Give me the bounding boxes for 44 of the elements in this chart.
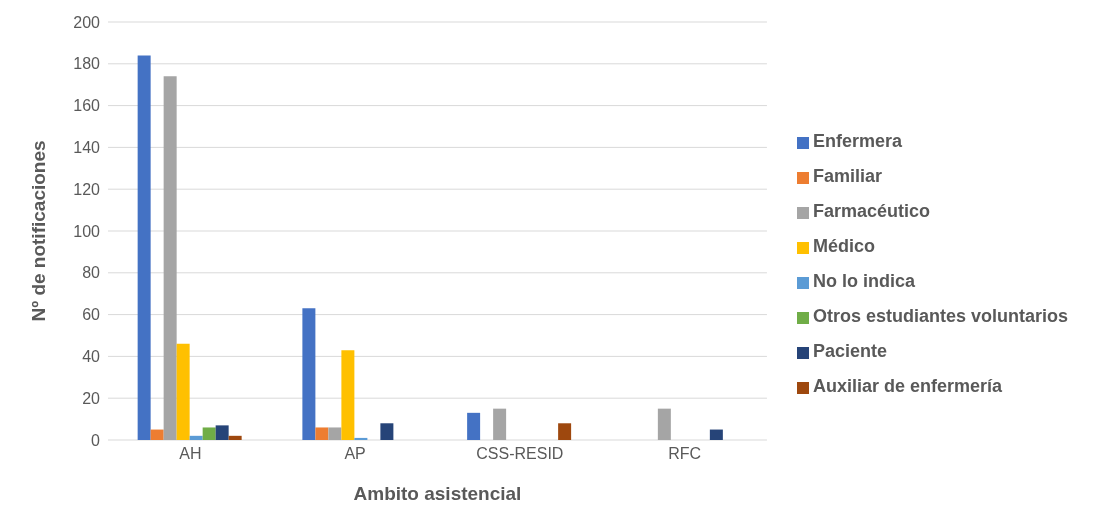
legend-label: Otros estudiantes voluntarios bbox=[812, 306, 1068, 326]
x-tick-label: AH bbox=[179, 445, 202, 463]
x-axis-title: Ambito asistencial bbox=[353, 483, 522, 504]
bar bbox=[315, 427, 329, 440]
bar bbox=[657, 408, 671, 440]
y-axis-title: Nº de notificaciones bbox=[27, 140, 49, 322]
y-tick-label: 120 bbox=[73, 180, 101, 198]
bar bbox=[493, 408, 507, 440]
legend-label: Auxiliar de enfermería bbox=[812, 376, 1003, 396]
y-tick-label: 40 bbox=[82, 348, 101, 366]
bar bbox=[328, 427, 342, 440]
legend-label: Médico bbox=[812, 236, 875, 256]
bar bbox=[380, 423, 394, 440]
legend-label: Enfermera bbox=[812, 131, 902, 151]
y-tick-label: 200 bbox=[73, 13, 101, 31]
legend-label: Paciente bbox=[812, 341, 887, 361]
bar bbox=[176, 343, 190, 440]
bar bbox=[302, 308, 316, 440]
y-tick-label: 140 bbox=[73, 139, 101, 157]
bar bbox=[228, 435, 242, 440]
bar bbox=[202, 427, 216, 440]
bar bbox=[467, 412, 481, 440]
y-tick-label: 100 bbox=[73, 222, 101, 240]
bar bbox=[341, 350, 355, 440]
y-tick-label: 0 bbox=[91, 431, 101, 449]
y-tick-label: 20 bbox=[82, 389, 101, 407]
legend-label: Farmacéutico bbox=[812, 201, 930, 221]
bar bbox=[558, 423, 572, 440]
x-tick-label: AP bbox=[344, 445, 366, 463]
bar bbox=[137, 55, 151, 440]
bar bbox=[354, 437, 368, 440]
bar bbox=[163, 76, 177, 440]
x-tick-label: RFC bbox=[668, 445, 702, 463]
bar bbox=[709, 429, 723, 440]
legend-label: No lo indica bbox=[812, 271, 915, 291]
y-tick-label: 160 bbox=[73, 97, 101, 115]
bar bbox=[150, 429, 164, 440]
y-tick-label: 180 bbox=[73, 55, 101, 73]
y-tick-label: 80 bbox=[82, 264, 101, 282]
legend-label: Familiar bbox=[812, 166, 882, 186]
x-tick-label: CSS-RESID bbox=[476, 445, 564, 463]
bar bbox=[215, 425, 229, 440]
y-tick-label: 60 bbox=[82, 306, 101, 324]
bar bbox=[189, 435, 203, 440]
